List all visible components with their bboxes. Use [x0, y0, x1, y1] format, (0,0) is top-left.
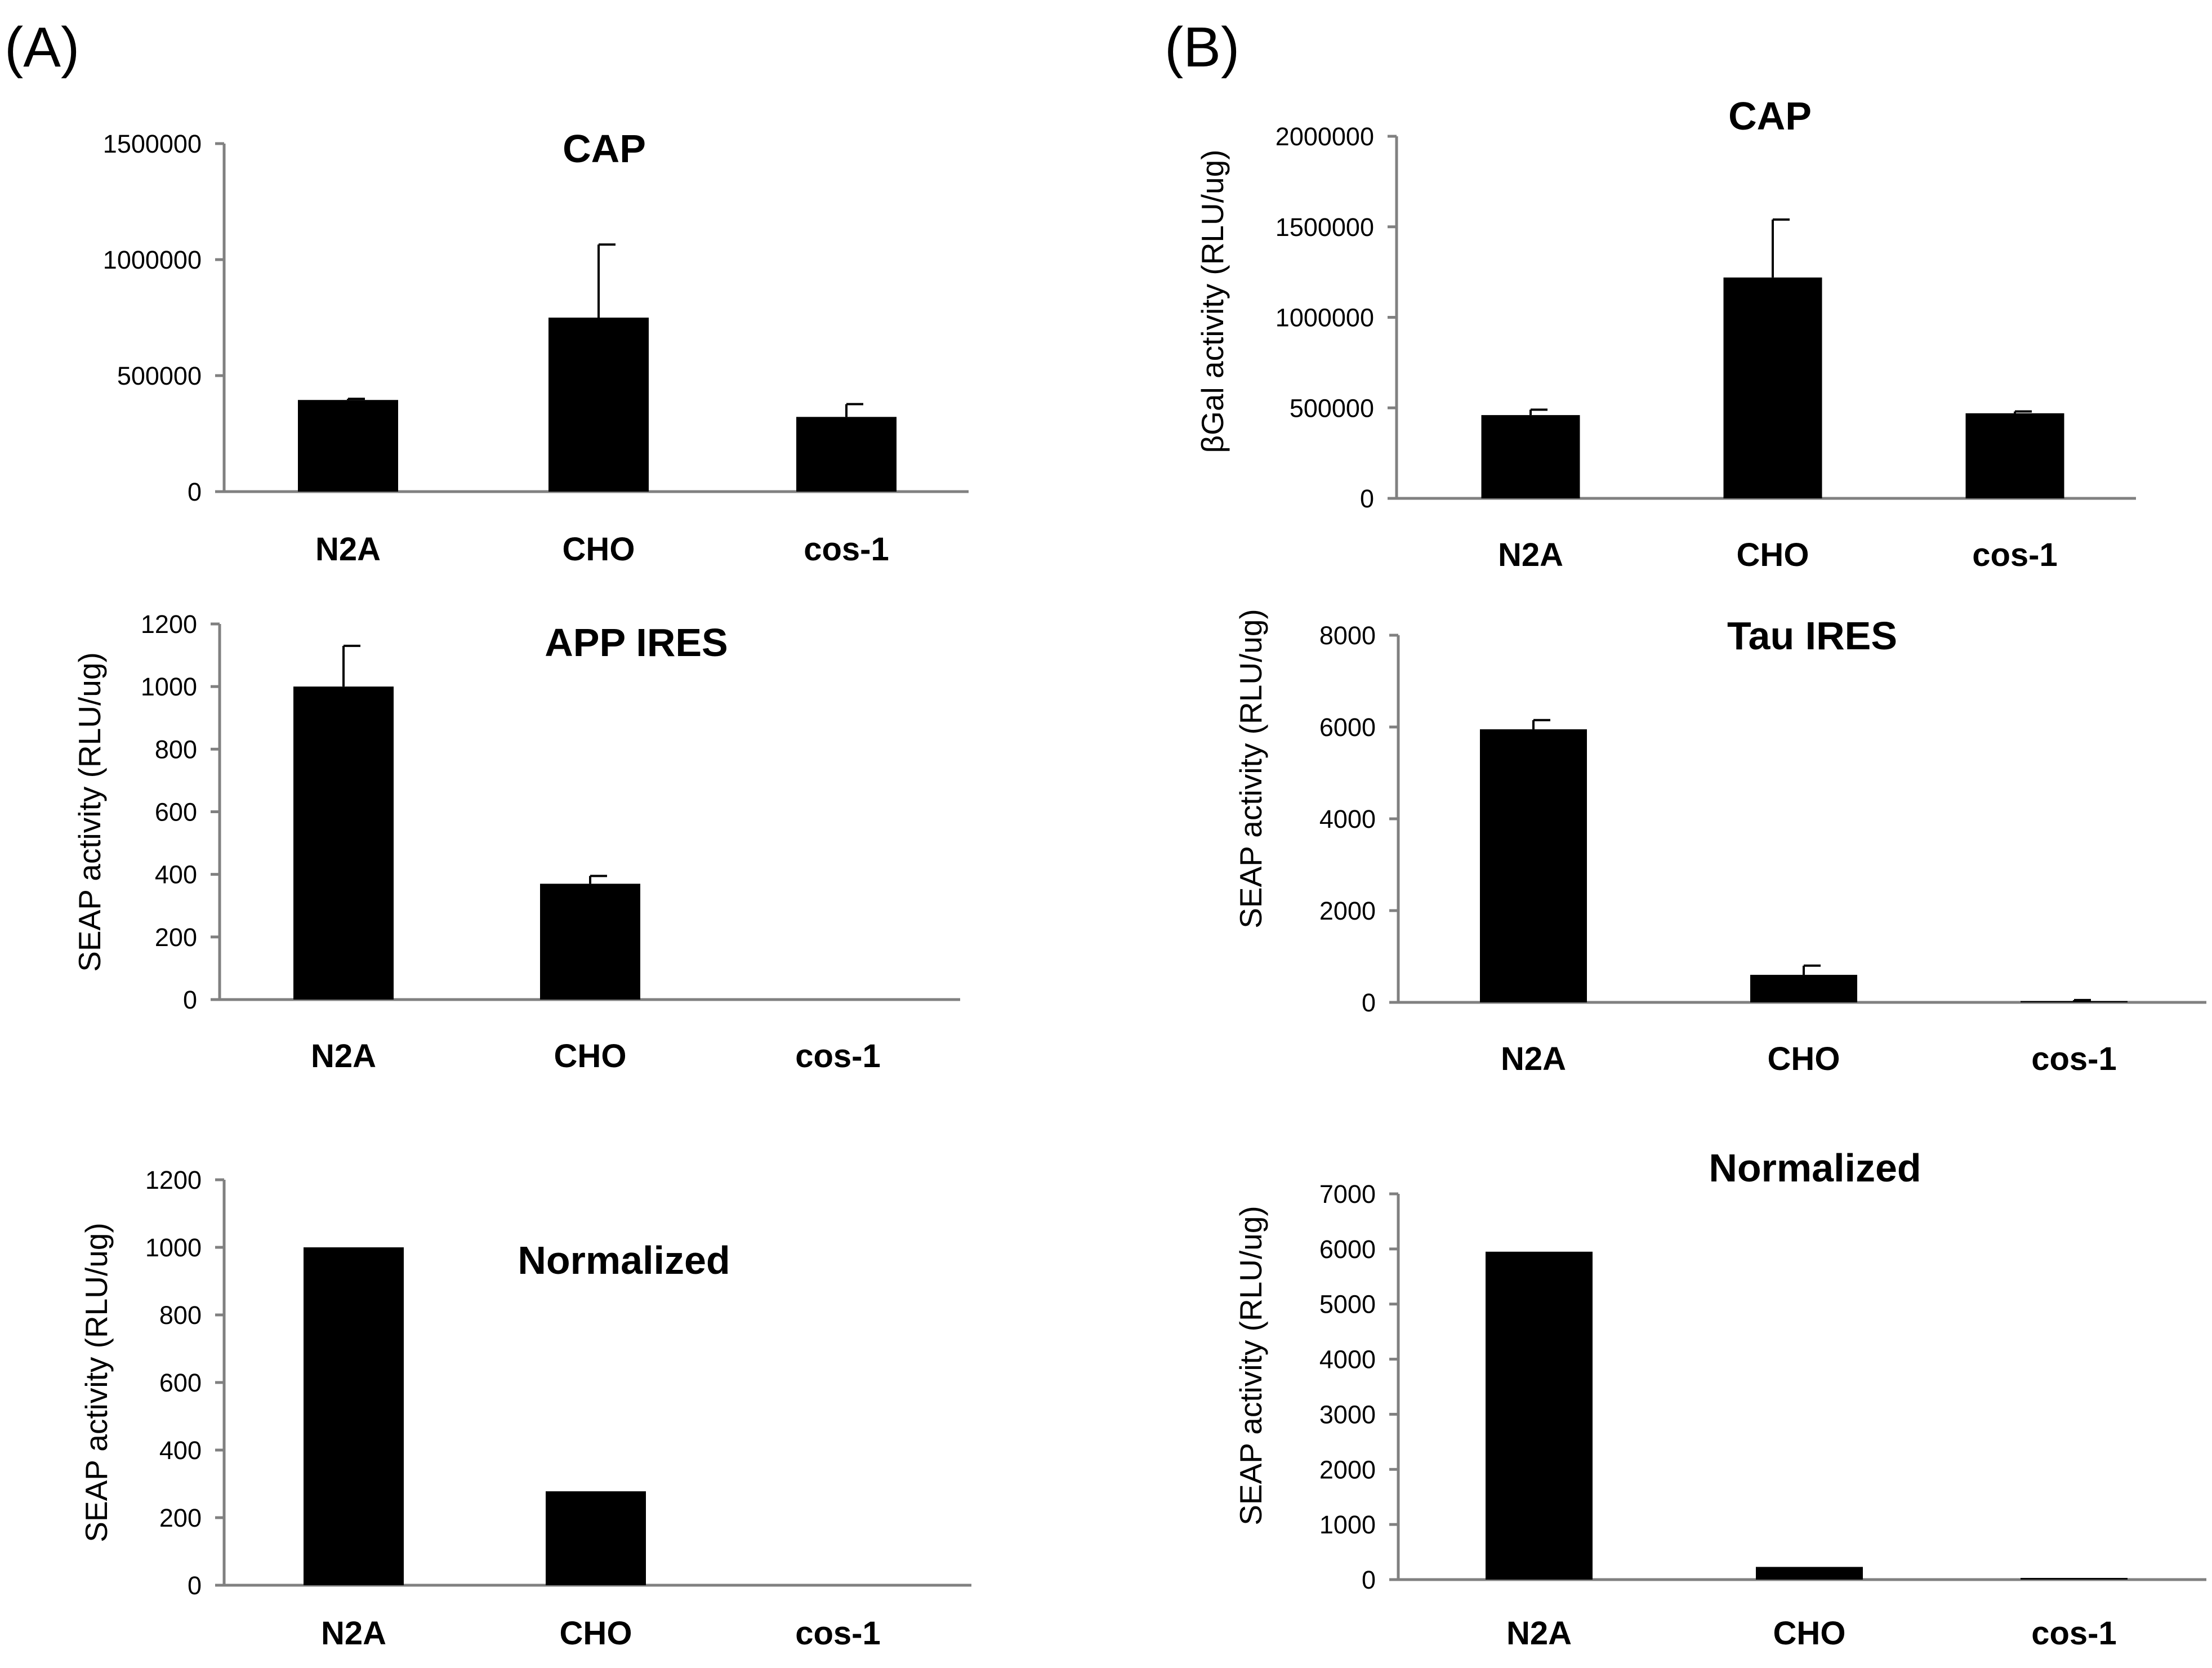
- y-tick-label: 1200: [141, 610, 197, 639]
- y-tick-label: 1000000: [1276, 304, 1374, 332]
- y-tick-label: 800: [159, 1301, 202, 1330]
- y-tick-label: 600: [155, 798, 197, 827]
- bar-cho: [1756, 1567, 1863, 1580]
- bar-cos-1: [796, 417, 897, 492]
- bar-cho: [540, 884, 640, 1000]
- bar-n2a: [304, 1247, 404, 1585]
- chart-a-normalized: 0 200 400 600 800 1000 1200 N2A CHO cos-1 Normaliz…: [79, 1166, 971, 1652]
- y-tick-label: 1000: [1319, 1510, 1376, 1539]
- bar-n2a: [1481, 415, 1580, 498]
- bar-n2a: [298, 400, 398, 492]
- y-tick-label: 0: [183, 985, 197, 1014]
- y-tick-label: 2000: [1319, 897, 1376, 925]
- category-label: cos-1: [804, 531, 889, 568]
- bar-cos-1: [2021, 1001, 2128, 1002]
- y-tick-label: 7000: [1319, 1180, 1376, 1208]
- y-axis-label: βGal activity (RLU/ug): [1195, 150, 1230, 453]
- y-tick-label: 1000: [141, 672, 197, 701]
- category-label: CHO: [563, 531, 635, 568]
- y-tick-label: 500000: [117, 362, 202, 390]
- category-label: CHO: [1773, 1615, 1846, 1652]
- y-axis-label: SEAP activity (RLU/ug): [1233, 609, 1268, 929]
- category-label: N2A: [1498, 537, 1563, 573]
- category-label: N2A: [1506, 1615, 1572, 1652]
- bar-cos-1: [1965, 413, 2064, 498]
- y-tick-label: 1200: [145, 1166, 202, 1194]
- y-tick-label: 0: [1360, 484, 1374, 513]
- y-tick-label: 8000: [1319, 621, 1376, 650]
- y-tick-label: 400: [155, 860, 197, 889]
- bar-n2a: [1480, 729, 1587, 1002]
- category-label: cos-1: [795, 1038, 881, 1074]
- chart-b-cap: 0 500000 1000000 1500000 2000000 N2A CHO cos-1 C…: [1195, 94, 2136, 573]
- category-label: CHO: [560, 1615, 632, 1652]
- chart-title: Tau IRES: [1727, 614, 1897, 658]
- y-tick-label: 400: [159, 1436, 202, 1465]
- bar-n2a: [1486, 1251, 1593, 1580]
- y-tick-label: 6000: [1319, 1235, 1376, 1264]
- y-axis-label: SEAP activity (RLU/ug): [79, 1223, 114, 1542]
- category-label: N2A: [315, 531, 381, 568]
- y-axis-label: SEAP activity (RLU/ug): [1233, 1206, 1268, 1526]
- bar-cho: [546, 1491, 646, 1585]
- bar-cos-1: [2021, 1578, 2128, 1580]
- chart-title: CAP: [1728, 94, 1812, 138]
- panel-label-b: (B): [1165, 16, 1239, 79]
- y-tick-label: 600: [159, 1368, 202, 1397]
- y-tick-label: 500000: [1290, 394, 1374, 422]
- category-label: N2A: [321, 1615, 386, 1652]
- category-label: N2A: [1501, 1041, 1566, 1077]
- y-tick-label: 2000000: [1276, 122, 1374, 151]
- category-label: cos-1: [2031, 1615, 2117, 1652]
- bar-n2a: [293, 686, 394, 1000]
- chart-title: APP IRES: [545, 621, 728, 664]
- chart-b-normalized: 0 1000 2000 3000 4000 5000 6000 7000 N2A CHO cos-1…: [1233, 1146, 2206, 1652]
- category-label: cos-1: [1972, 537, 2058, 573]
- y-tick-label: 1000: [145, 1233, 202, 1262]
- chart-title: Normalized: [518, 1238, 730, 1282]
- y-axis-label: SEAP activity (RLU/ug): [72, 652, 107, 972]
- panel-label-a: (A): [5, 16, 79, 79]
- bar-cho: [1750, 975, 1857, 1002]
- chart-a-app-ires: 0 200 400 600 800 1000 1200 N2A CHO cos-1 APP IRES…: [72, 610, 960, 1074]
- chart-title: Normalized: [1709, 1146, 1921, 1190]
- bar-cho: [548, 318, 649, 492]
- y-tick-label: 6000: [1319, 713, 1376, 742]
- y-tick-label: 0: [1362, 1566, 1376, 1594]
- y-tick-label: 5000: [1319, 1290, 1376, 1319]
- category-label: CHO: [554, 1038, 627, 1074]
- y-tick-label: 2000: [1319, 1455, 1376, 1484]
- y-tick-label: 0: [188, 1571, 202, 1600]
- y-tick-label: 200: [159, 1504, 202, 1532]
- y-tick-label: 3000: [1319, 1400, 1376, 1429]
- y-tick-label: 0: [188, 478, 202, 506]
- category-label: N2A: [311, 1038, 376, 1074]
- bar-cho: [1723, 277, 1822, 498]
- y-tick-label: 4000: [1319, 805, 1376, 833]
- chart-a-cap: 0 500000 1000000 1500000 N2A CHO cos-1 CAP: [103, 127, 969, 568]
- category-label: CHO: [1768, 1041, 1840, 1077]
- chart-b-tau-ires: 0 2000 4000 6000 8000 N2A CHO cos-1 Tau IRES SEAP…: [1233, 609, 2206, 1077]
- y-tick-label: 1000000: [103, 246, 202, 274]
- y-tick-label: 200: [155, 923, 197, 952]
- category-label: CHO: [1737, 537, 1809, 573]
- y-tick-label: 4000: [1319, 1345, 1376, 1374]
- y-tick-label: 0: [1362, 988, 1376, 1017]
- chart-title: CAP: [563, 127, 646, 171]
- y-tick-label: 1500000: [103, 130, 202, 158]
- y-tick-label: 1500000: [1276, 213, 1374, 242]
- y-tick-label: 800: [155, 735, 197, 764]
- category-label: cos-1: [795, 1615, 881, 1652]
- category-label: cos-1: [2031, 1041, 2117, 1077]
